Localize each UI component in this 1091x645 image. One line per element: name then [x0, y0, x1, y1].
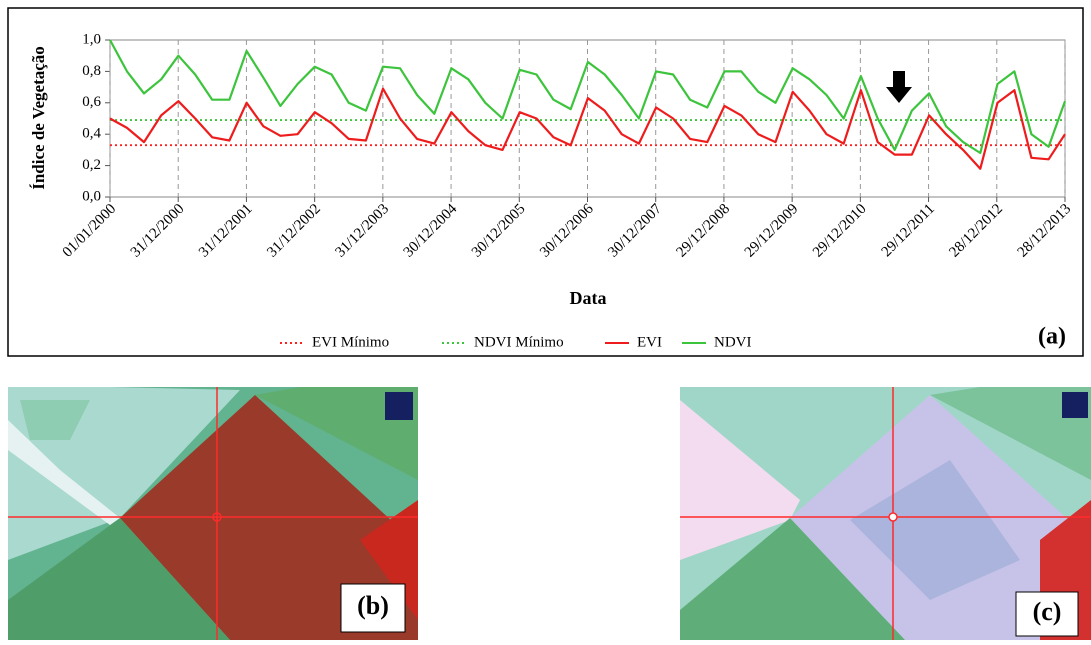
- data-line: [109, 39, 1067, 155]
- image-label: (b): [357, 591, 389, 620]
- x-axis-title: Data: [570, 288, 607, 308]
- legend-label: EVI Mínimo: [312, 334, 389, 350]
- y-tick-label: 0,0: [82, 188, 101, 204]
- y-tick-label: 0,6: [82, 94, 101, 110]
- legend-label: EVI: [637, 334, 662, 350]
- image-label: (c): [1033, 597, 1062, 626]
- y-tick-label: 0,8: [82, 63, 101, 79]
- image-b: (b): [8, 387, 418, 640]
- y-axis-title: Índice de Vegetação: [29, 46, 48, 190]
- data-line: [109, 87, 1066, 170]
- legend-label: NDVI Mínimo: [474, 334, 564, 350]
- y-tick-label: 0,4: [82, 126, 101, 142]
- panel-label: (a): [1038, 324, 1066, 350]
- annotation-arrow: [886, 71, 912, 103]
- legend-label: NDVI: [714, 334, 752, 350]
- image-c: (c): [680, 387, 1091, 640]
- y-tick-label: 0,2: [82, 157, 101, 173]
- y-tick-label: 1,0: [82, 31, 101, 47]
